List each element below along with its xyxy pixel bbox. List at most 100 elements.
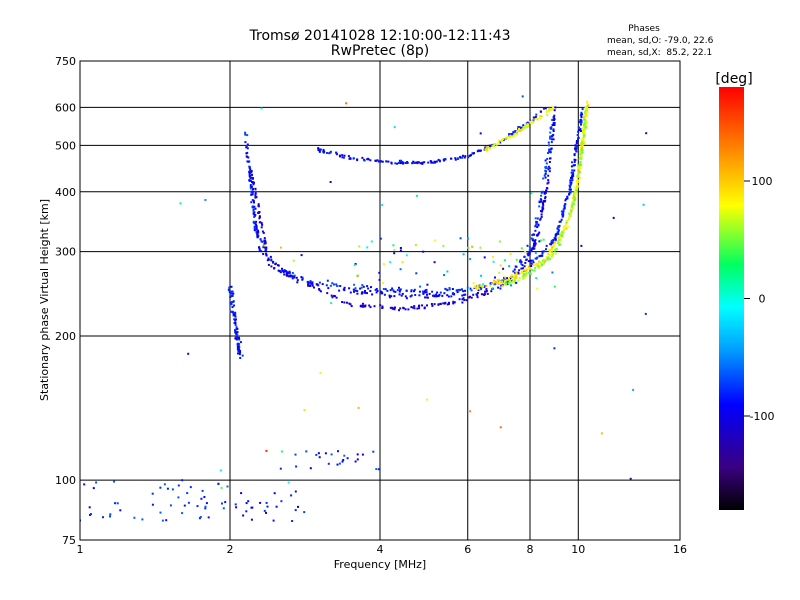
data-point (309, 467, 312, 470)
data-point (390, 161, 393, 164)
data-point (375, 291, 378, 294)
data-point (367, 287, 370, 290)
data-point (412, 306, 415, 309)
data-point (584, 110, 587, 113)
data-point (239, 357, 242, 359)
data-point (531, 238, 534, 241)
data-point (236, 347, 239, 350)
data-point (244, 131, 247, 134)
data-point (257, 204, 260, 207)
data-point (543, 192, 546, 195)
data-point (318, 456, 321, 459)
data-point (514, 130, 517, 133)
data-point (399, 268, 402, 271)
data-point (541, 254, 544, 257)
data-point (576, 185, 578, 188)
data-point (540, 200, 543, 203)
data-point (413, 305, 416, 308)
data-point (317, 148, 320, 150)
data-point (415, 272, 418, 275)
data-point (373, 305, 376, 308)
data-point (133, 516, 136, 519)
data-point (514, 277, 517, 280)
y-tick-label: 100 (55, 474, 76, 487)
data-point (474, 285, 477, 288)
data-point (566, 195, 569, 198)
data-point (410, 306, 413, 309)
x-axis-ticks: 1 2 4 6 8 10 16 (77, 543, 688, 556)
data-point (551, 255, 554, 258)
data-point (388, 296, 391, 299)
data-point (550, 108, 553, 111)
data-point (234, 329, 237, 332)
data-point (442, 244, 445, 247)
data-point (257, 235, 260, 238)
data-point (399, 249, 402, 252)
data-point (546, 114, 549, 117)
colorbar-ticks: 100 0 -100 (744, 175, 774, 423)
data-point (470, 289, 473, 292)
data-point (430, 161, 433, 164)
data-point (265, 449, 268, 452)
data-point (522, 267, 524, 270)
data-point (454, 157, 457, 160)
data-point (402, 162, 405, 165)
data-point (290, 274, 293, 277)
data-point (553, 109, 556, 112)
data-point (550, 243, 553, 246)
data-point (411, 162, 414, 165)
data-point (534, 217, 537, 220)
data-point (553, 119, 555, 122)
data-point (583, 118, 586, 121)
data-point (540, 215, 543, 218)
data-point (546, 187, 549, 190)
data-point (379, 290, 382, 293)
data-point (264, 242, 267, 245)
data-point (253, 181, 255, 184)
data-point (524, 276, 527, 279)
y-tick-label: 300 (55, 246, 76, 259)
data-point (311, 283, 314, 285)
data-point (323, 150, 326, 153)
data-point (564, 223, 567, 226)
data-point (272, 519, 275, 522)
data-point (555, 248, 558, 250)
data-point (499, 426, 502, 429)
data-point (642, 203, 645, 206)
x-tick-label: 8 (527, 543, 534, 556)
data-point (406, 161, 409, 164)
data-point (371, 293, 374, 296)
data-point (329, 151, 332, 154)
data-point (244, 133, 247, 136)
data-point (348, 302, 351, 305)
data-point (234, 503, 237, 506)
data-point (548, 167, 551, 170)
data-point (480, 288, 483, 291)
data-point (505, 282, 508, 285)
data-point (425, 291, 428, 294)
data-point (392, 289, 395, 292)
data-point (341, 154, 344, 157)
data-point (545, 256, 548, 259)
data-point (535, 220, 538, 223)
data-point (260, 107, 263, 110)
data-point (580, 154, 583, 157)
data-point (477, 289, 480, 292)
data-point (446, 289, 449, 292)
data-point (414, 294, 417, 296)
data-point (483, 294, 486, 296)
data-point (198, 517, 201, 520)
data-point (318, 149, 321, 152)
data-point (419, 162, 422, 165)
data-point (508, 277, 510, 280)
data-point (477, 287, 480, 290)
data-point (382, 263, 385, 266)
data-point (551, 119, 554, 121)
data-point (265, 252, 268, 255)
data-point (279, 467, 282, 470)
data-point (353, 264, 356, 267)
data-point (578, 176, 581, 178)
data-point (472, 282, 475, 285)
data-point (539, 261, 542, 264)
data-point (236, 327, 239, 330)
